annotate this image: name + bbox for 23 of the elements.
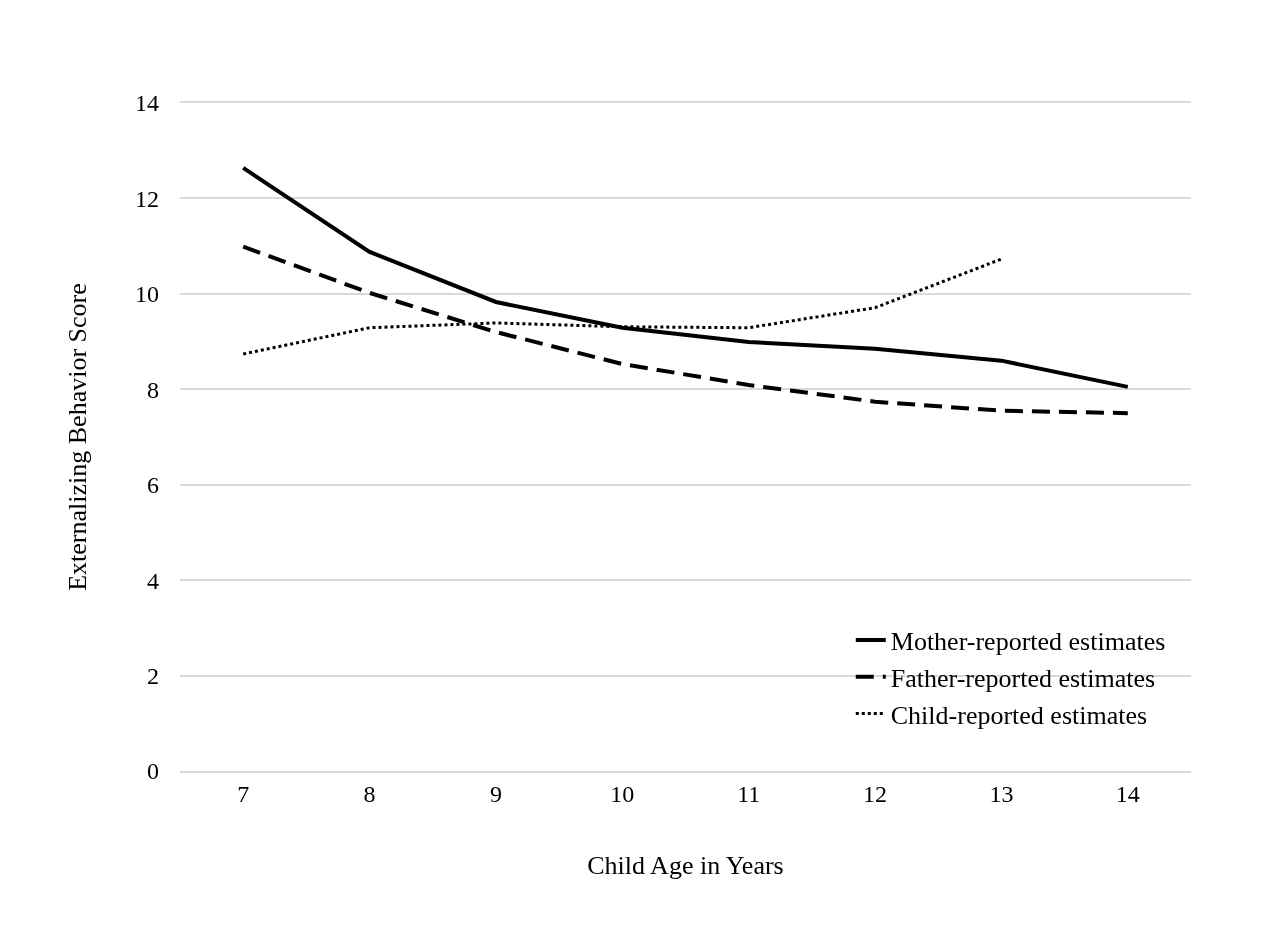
x-tick-label: 8 [363, 780, 376, 807]
x-tick-label: 10 [610, 780, 635, 807]
x-tick-label: 14 [1115, 780, 1140, 807]
x-tick-label: 12 [863, 780, 888, 807]
y-axis-title: Externalizing Behavior Score [63, 283, 93, 591]
y-tick-label: 12 [135, 185, 159, 212]
legend-label: Mother-reported estimates [890, 627, 1166, 657]
x-axis-title: Child Age in Years [587, 850, 784, 880]
x-tick-label: 11 [737, 780, 761, 807]
x-tick-label: 13 [989, 780, 1014, 807]
y-tick-label: 10 [135, 281, 159, 308]
y-tick-label: 0 [147, 758, 159, 785]
y-tick-label: 4 [147, 567, 159, 594]
y-tick-label: 8 [147, 376, 159, 403]
legend-label: Father-reported estimates [890, 663, 1156, 693]
x-tick-label: 9 [489, 780, 502, 807]
y-tick-label: 2 [147, 662, 159, 689]
legend-label: Child-reported estimates [890, 700, 1148, 730]
line-series [241, 244, 1130, 416]
line-series [241, 165, 1130, 389]
y-tick-label: 6 [147, 472, 159, 499]
y-tick-label: 14 [135, 90, 159, 117]
x-tick-label: 7 [237, 780, 250, 807]
